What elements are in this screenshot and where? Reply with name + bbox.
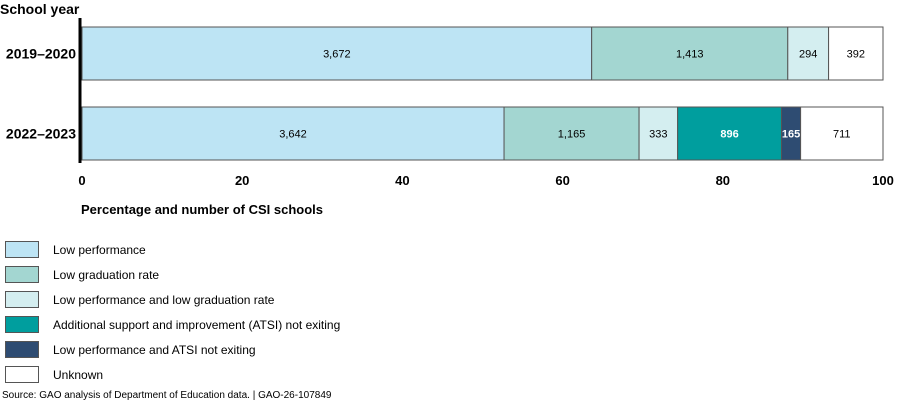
bar-segment: [787, 26, 830, 81]
legend-swatch: [5, 366, 39, 383]
legend-swatch: [5, 266, 39, 283]
data-label: 165: [782, 129, 800, 141]
data-label: 294: [799, 49, 817, 61]
x-tick-label: 40: [395, 173, 409, 188]
x-tick-label: 20: [235, 173, 249, 188]
bar-segment: [591, 26, 789, 81]
bar-segment: [638, 106, 679, 161]
legend-label: Unknown: [53, 367, 104, 382]
bar-segment: [81, 26, 593, 81]
legend-label: Low performance: [53, 242, 146, 257]
legend-swatch: [5, 316, 39, 333]
source-note: Source: GAO analysis of Department of Ed…: [2, 390, 332, 401]
bar-segment: [828, 26, 884, 81]
category-label: 2019–2020: [6, 46, 76, 62]
x-tick-label: 0: [78, 173, 85, 188]
data-label: 896: [720, 129, 738, 141]
legend-swatch: [5, 241, 39, 258]
legend-item: Low graduation rate: [5, 262, 340, 287]
x-axis-label: Percentage and number of CSI schools: [81, 202, 323, 217]
data-label: 3,642: [279, 129, 307, 141]
legend-swatch: [5, 291, 39, 308]
legend-item: Low performance and low graduation rate: [5, 287, 340, 312]
legend-item: Unknown: [5, 362, 340, 387]
legend: Low performance Low graduation rate Low pe…: [5, 237, 340, 387]
bar-segment: [677, 106, 782, 161]
data-label: 3,672: [323, 49, 351, 61]
x-tick-label: 80: [716, 173, 730, 188]
data-label: 711: [833, 129, 851, 141]
chart-title: School year: [0, 1, 80, 17]
legend-swatch: [5, 341, 39, 358]
category-label: 2022–2023: [6, 126, 76, 142]
bar-chart: School year Percentage and number of CSI…: [0, 1, 894, 217]
bar-segment: [503, 106, 640, 161]
data-label: 1,165: [558, 129, 586, 141]
legend-label: Additional support and improvement (ATSI…: [53, 317, 341, 332]
data-label: 333: [649, 129, 667, 141]
bar-segment: [800, 106, 884, 161]
x-tick-label: 100: [872, 173, 894, 188]
legend-label: Low performance and low graduation rate: [53, 292, 275, 307]
bar-segment: [81, 106, 505, 161]
legend-label: Low performance and ATSI not exiting: [53, 342, 256, 357]
legend-item: Additional support and improvement (ATSI…: [5, 312, 340, 337]
data-label: 392: [847, 49, 865, 61]
legend-label: Low graduation rate: [53, 267, 160, 282]
legend-item: Low performance and ATSI not exiting: [5, 337, 340, 362]
x-tick-label: 60: [555, 173, 569, 188]
legend-item: Low performance: [5, 237, 340, 262]
data-label: 1,413: [676, 49, 704, 61]
